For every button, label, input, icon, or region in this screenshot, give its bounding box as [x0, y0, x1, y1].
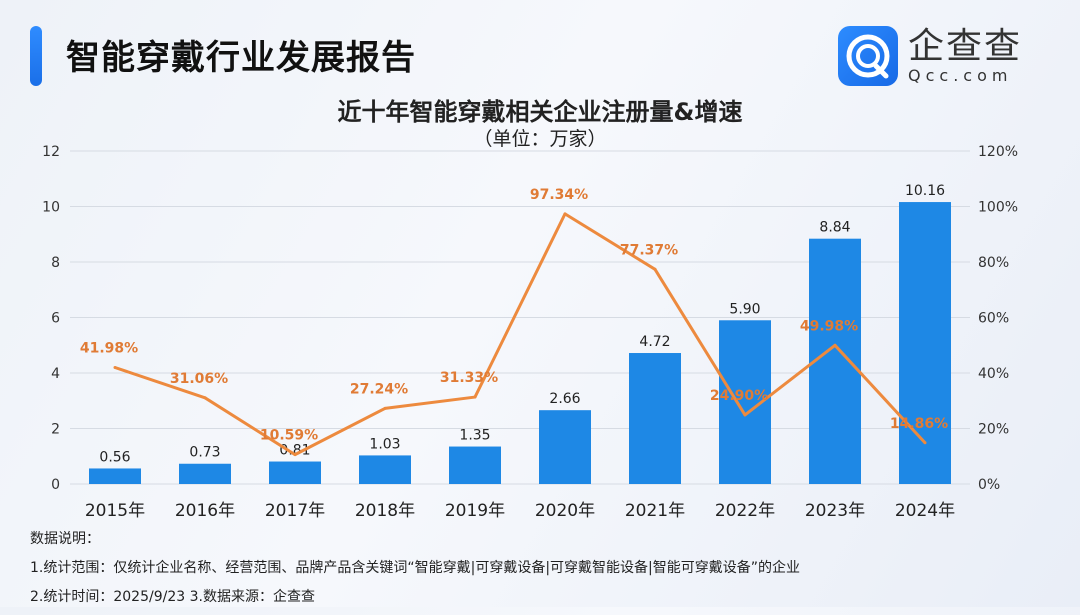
- notes-heading: 数据说明：: [30, 531, 100, 547]
- x-tick-label: 2023年: [805, 501, 865, 521]
- y-left-tick-label: 10: [42, 200, 60, 216]
- growth-rate-point: [653, 267, 657, 271]
- bar-value-label: 1.03: [369, 436, 400, 452]
- growth-rate-point: [203, 396, 207, 400]
- logo-en-text: Qcc.com: [908, 65, 1013, 85]
- x-tick-label: 2024年: [895, 501, 955, 521]
- bar: [539, 410, 591, 484]
- bar: [809, 238, 861, 484]
- y-right-tick-label: 120%: [978, 144, 1018, 160]
- growth-rate-point: [743, 413, 747, 417]
- bar-value-label: 8.84: [819, 220, 850, 236]
- qcc-logo-icon: [838, 26, 898, 86]
- growth-rate-label: 41.98%: [80, 341, 138, 357]
- bar: [89, 468, 141, 484]
- chart-title: 近十年智能穿戴相关企业注册量&增速: [337, 98, 743, 126]
- bar-value-label: 0.81: [279, 443, 310, 459]
- bar: [269, 461, 321, 484]
- growth-rate-point: [293, 453, 297, 457]
- growth-rate-label: 31.06%: [170, 371, 228, 387]
- notes-line-1: 1.统计范围：仅统计企业名称、经营范围、品牌产品含关键词“智能穿戴|可穿戴设备|…: [30, 560, 801, 576]
- bar-value-label: 10.16: [905, 183, 945, 199]
- growth-rate-line: [114, 212, 927, 457]
- notes-line-2: 2.统计时间：2025/9/23 3.数据来源：企查查: [30, 589, 315, 605]
- bar-value-label: 4.72: [639, 334, 670, 350]
- y-left-tick-label: 4: [51, 366, 60, 382]
- growth-rate-label: 14.86%: [890, 416, 948, 432]
- chart-subtitle: （单位：万家）: [473, 128, 607, 150]
- growth-rate-point: [833, 343, 837, 347]
- growth-rate-point: [473, 395, 477, 399]
- y-left-tick-label: 8: [51, 255, 60, 271]
- y-right-tick-label: 40%: [978, 366, 1009, 382]
- bar-value-label: 1.35: [459, 428, 490, 444]
- growth-rate-label: 97.34%: [530, 187, 588, 203]
- growth-rate-label: 27.24%: [350, 381, 408, 397]
- growth-rate-label: 24.90%: [710, 388, 768, 404]
- bar: [359, 455, 411, 484]
- x-tick-label: 2018年: [355, 501, 415, 521]
- title-accent-bar: [30, 26, 42, 86]
- growth-rate-label: 49.98%: [800, 318, 858, 334]
- bar: [179, 463, 231, 484]
- report-title: 智能穿戴行业发展报告: [66, 38, 416, 78]
- y-right-tick-label: 0%: [978, 477, 1000, 493]
- y-right-tick-label: 80%: [978, 255, 1009, 271]
- growth-rate-label: 31.33%: [440, 370, 498, 386]
- x-tick-label: 2017年: [265, 501, 325, 521]
- y-left-tick-label: 2: [51, 422, 60, 438]
- growth-rate-label: 10.59%: [260, 428, 318, 444]
- bar: [899, 202, 951, 484]
- growth-rate-point: [113, 366, 117, 370]
- y-left-tick-label: 6: [51, 311, 60, 327]
- qcc-logo: 企查查 Qcc.com: [838, 26, 1022, 86]
- x-tick-label: 2020年: [535, 501, 595, 521]
- bar-value-label: 0.73: [189, 445, 220, 461]
- x-tick-label: 2019年: [445, 501, 505, 521]
- x-tick-label: 2022年: [715, 501, 775, 521]
- data-notes: 数据说明： 1.统计范围：仅统计企业名称、经营范围、品牌产品含关键词“智能穿戴|…: [30, 528, 800, 615]
- growth-rate-label: 77.37%: [620, 242, 678, 258]
- y-right-tick-label: 60%: [978, 311, 1009, 327]
- x-tick-label: 2015年: [85, 501, 145, 521]
- x-tick-label: 2021年: [625, 501, 685, 521]
- bar-value-label: 2.66: [549, 391, 580, 407]
- growth-rate-point: [923, 441, 927, 445]
- x-tick-label: 2016年: [175, 501, 235, 521]
- bar: [449, 446, 501, 484]
- bar-value-label: 0.56: [99, 449, 130, 465]
- y-left-tick-label: 12: [42, 144, 60, 160]
- bar: [629, 353, 681, 484]
- growth-rate-point: [383, 406, 387, 410]
- y-right-tick-label: 20%: [978, 422, 1009, 438]
- logo-cn-text: 企查查: [908, 25, 1023, 67]
- growth-rate-point: [563, 212, 567, 216]
- y-left-tick-label: 0: [51, 477, 60, 493]
- bar-value-label: 5.90: [729, 301, 760, 317]
- y-right-tick-label: 100%: [978, 200, 1018, 216]
